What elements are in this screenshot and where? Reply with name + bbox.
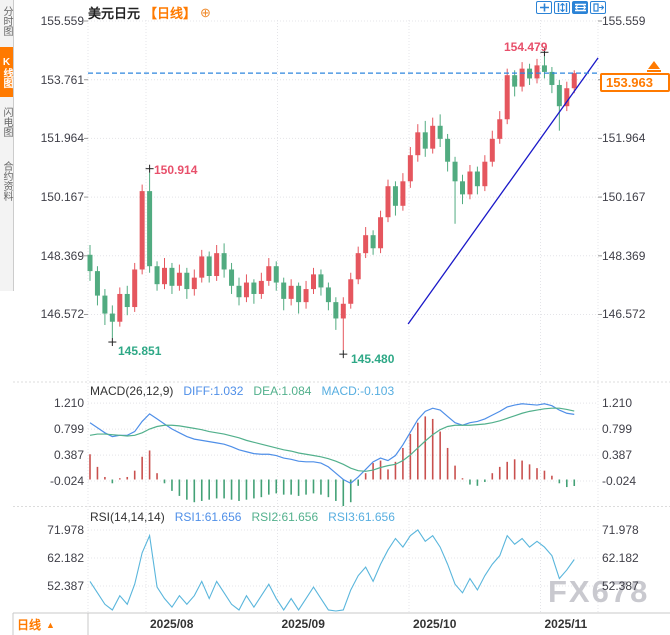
axis-label: 52.387 [47,579,84,593]
axis-label: 52.387 [602,579,639,593]
symbol-name: 美元日元 [88,6,141,21]
period-selector[interactable]: 日线 ▲ [17,616,55,633]
triangle-up-icon: ▲ [46,619,55,630]
annotation-high-154479: 154.479 [504,40,548,54]
axis-label: 155.559 [602,14,646,28]
axis-label: 146.572 [40,307,84,322]
rsi-header: RSI(14,14,14) RSI1:61.656 RSI2:61.656 RS… [90,510,395,524]
sidebar-item-kline-chart[interactable]: K线图 [0,47,13,97]
axis-label: 0.799 [602,422,633,437]
period-selector-label: 日线 [17,618,42,632]
axis-label: -0.024 [49,474,84,488]
axis-label: 62.182 [47,550,84,565]
macd-dea-value: DEA:1.084 [253,384,312,398]
axis-label: 155.559 [40,14,84,28]
annotation-low-145480: 145.480 [351,352,395,366]
axis-label: 148.369 [602,248,646,263]
price-up-arrow-icon [648,61,660,69]
exit-fullscreen-icon[interactable] [590,1,606,14]
rsi3-value: RSI3:61.656 [328,510,395,524]
macd-hist-value: MACD:-0.103 [321,384,395,398]
axis-label: 2025/08 [150,617,194,631]
axis-label: 2025/10 [413,617,457,631]
macd-header: MACD(26,12,9) DIFF:1.032 DEA:1.084 MACD:… [90,384,394,398]
x-axis-scale-icon[interactable] [572,1,588,14]
axis-label: 148.369 [40,248,84,263]
axis-label: 150.167 [40,190,84,205]
title-bar: 美元日元 【日线】 ⊕ [88,3,211,22]
toolbar [536,1,606,14]
axis-label: 0.387 [53,448,84,463]
sidebar-item-lightning-chart[interactable]: 闪电图 [1,107,12,137]
current-price-badge: 153.963 [600,73,670,92]
axis-label: 0.799 [53,422,84,437]
sidebar-item-contract-info[interactable]: 合约资料 [1,161,12,201]
rsi2-value: RSI2:61.656 [251,510,319,524]
axis-label: 151.964 [602,131,646,146]
axis-label: -0.024 [602,474,637,488]
annotation-high-150914: 150.914 [154,163,198,177]
y-axis-scale-icon[interactable] [554,1,570,14]
circle-plus-icon[interactable]: ⊕ [200,5,211,20]
rsi1-value: RSI1:61.656 [174,510,242,524]
axis-label: 2025/11 [544,617,588,631]
sidebar-item-tick-chart[interactable]: 分时图 [1,6,12,36]
axis-label: 150.167 [602,190,646,205]
axis-label: 71.978 [47,522,84,537]
axis-label: 1.210 [53,396,84,411]
axis-label: 62.182 [602,550,639,565]
price-up-arrow-base [647,70,661,72]
crosshair-icon[interactable] [536,1,552,14]
annotation-low-145851: 145.851 [118,344,162,358]
axis-label: 71.978 [602,522,639,537]
axis-label: 146.572 [602,307,646,322]
axis-label: 153.761 [40,72,84,87]
sidebar: 分时图 K线图 闪电图 合约资料 [0,0,14,291]
watermark: FX678 [548,574,650,609]
axis-label: 0.387 [602,448,633,463]
rsi-title: RSI(14,14,14) [90,510,165,524]
macd-title: MACD(26,12,9) [90,384,174,398]
axis-label: 151.964 [40,131,84,146]
axis-label: 2025/09 [281,617,325,631]
macd-diff-value: DIFF:1.032 [183,384,244,398]
axis-label: 1.210 [602,396,633,411]
period-tag: 【日线】 [144,6,197,21]
